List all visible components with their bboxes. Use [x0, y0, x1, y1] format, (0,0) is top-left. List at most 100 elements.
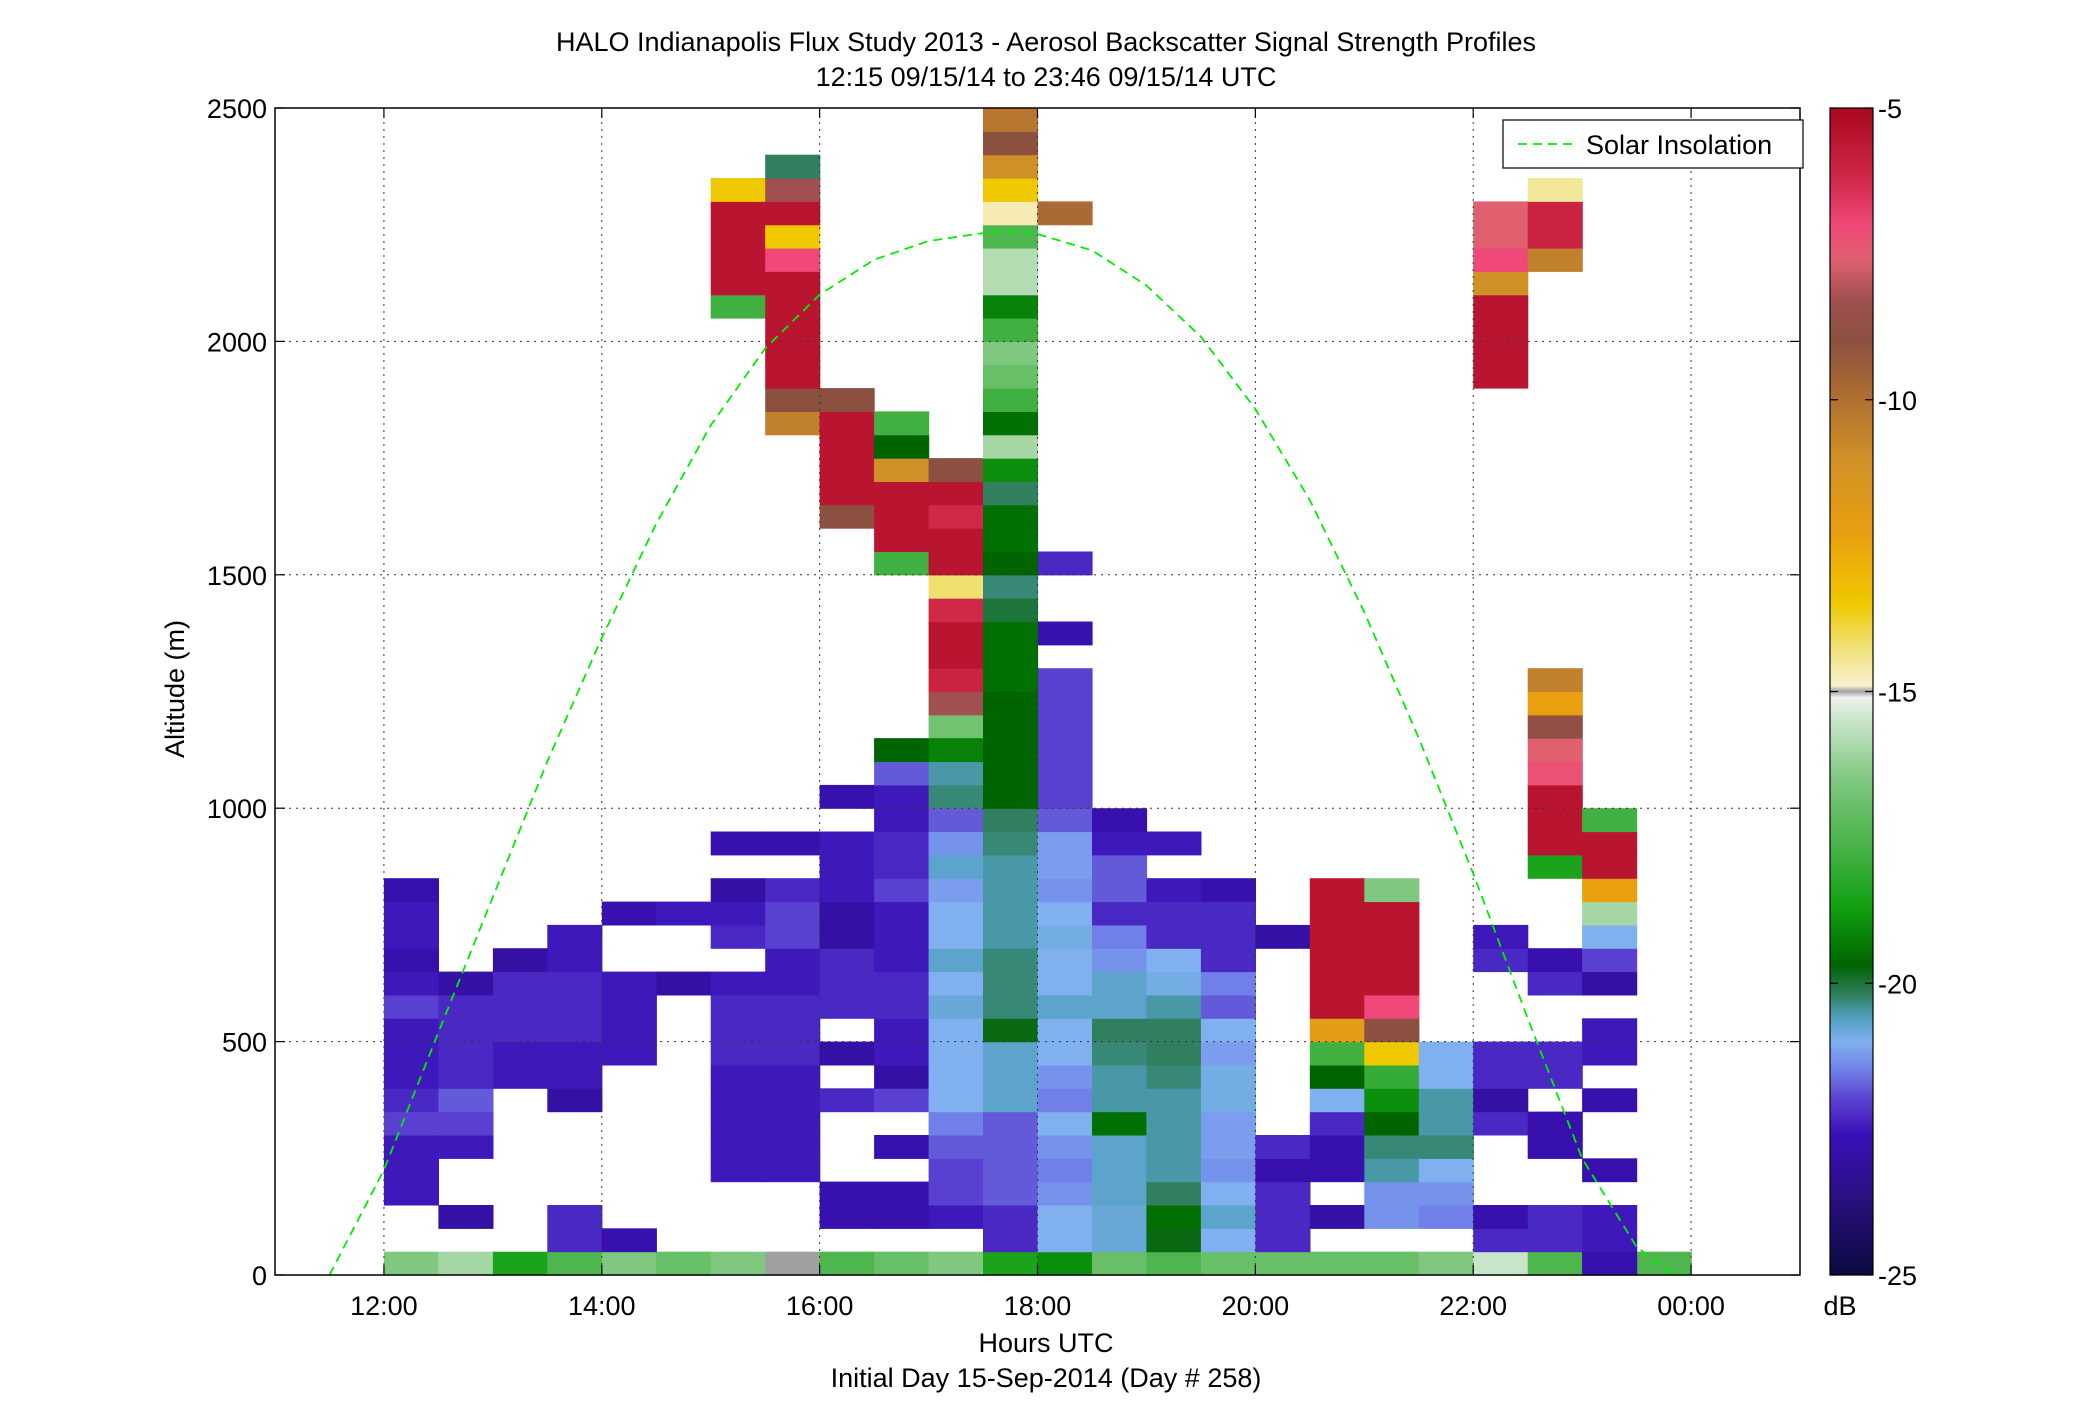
heatmap-cell [710, 1111, 766, 1136]
heatmap-cell [1255, 1205, 1311, 1229]
heatmap-cell [547, 1041, 603, 1066]
heatmap-cell [819, 481, 875, 506]
heatmap-cell [819, 784, 875, 809]
heatmap-cell [1364, 901, 1420, 926]
heatmap-cell [1418, 1251, 1474, 1276]
colorbar-ticks: -5 -10 -15 -20 -25 [1830, 94, 1917, 1291]
heatmap-cell [601, 1251, 657, 1276]
heatmap-cell [1037, 668, 1093, 693]
heatmap-cell [1582, 808, 1638, 833]
heatmap-cell [928, 714, 984, 739]
heatmap-cell [1092, 1181, 1148, 1206]
heatmap-cell [928, 551, 984, 576]
heatmap-cell [874, 434, 930, 459]
heatmap-cell [1092, 1251, 1148, 1276]
heatmap-cell [1092, 994, 1148, 1019]
heatmap-cell [1527, 831, 1583, 856]
heatmap-cell [1146, 994, 1202, 1019]
heatmap-cell [1418, 1135, 1474, 1159]
heatmap-cell [1309, 924, 1365, 949]
heatmap-cell [928, 831, 984, 856]
heatmap-cell [1092, 1135, 1148, 1159]
heatmap-cell [1473, 341, 1529, 366]
heatmap-cell [1527, 738, 1583, 763]
heatmap-cell [983, 1228, 1039, 1253]
heatmap-cell [983, 714, 1039, 739]
heatmap-cell [1473, 1064, 1529, 1089]
y-tick-label: 500 [222, 1028, 267, 1058]
heatmap-cell [1146, 1205, 1202, 1229]
heatmap-cell [1364, 971, 1420, 996]
heatmap-cell [1092, 878, 1148, 903]
heatmap-cell [1092, 1041, 1148, 1066]
heatmap-cell [1309, 1111, 1365, 1136]
heatmap-cell [1364, 1135, 1420, 1159]
heatmap-cell [1146, 1228, 1202, 1253]
heatmap-cell [601, 1228, 657, 1253]
heatmap-cell [601, 1018, 657, 1043]
heatmap-cell [710, 201, 766, 226]
heatmap-cell [1092, 1018, 1148, 1043]
heatmap-cell [383, 924, 439, 949]
heatmap-cell [1037, 621, 1093, 646]
heatmap-cell [819, 924, 875, 949]
heatmap-cell [983, 1158, 1039, 1183]
heatmap-cell [1037, 1251, 1093, 1276]
heatmap-cell [438, 1205, 494, 1229]
heatmap-cell [1527, 948, 1583, 973]
heatmap-cell [710, 1064, 766, 1089]
heatmap-cell [983, 318, 1039, 342]
heatmap-cell [1527, 854, 1583, 879]
heatmap-cell [1200, 1181, 1256, 1206]
heatmap-cell [1473, 318, 1529, 342]
heatmap-cell [383, 878, 439, 903]
heatmap-cell [874, 1064, 930, 1089]
heatmap-cell [1037, 1135, 1093, 1159]
heatmap-cell [765, 364, 821, 389]
heatmap-cell [928, 528, 984, 552]
heatmap-cell [983, 598, 1039, 622]
heatmap-cell [874, 551, 930, 576]
heatmap-cell [1582, 971, 1638, 996]
heatmap-cell [492, 1251, 548, 1276]
heatmap-cell [710, 1018, 766, 1043]
heatmap-cell [928, 621, 984, 646]
heatmap-cell [765, 1111, 821, 1136]
heatmap-cell [928, 901, 984, 926]
heatmap-cell [874, 784, 930, 809]
colorbar-tick-label: -5 [1878, 94, 1902, 124]
heatmap-cell [983, 458, 1039, 482]
heatmap-cell [1092, 901, 1148, 926]
heatmap-cell [983, 504, 1039, 529]
heatmap-cell [819, 901, 875, 926]
heatmap-cell [438, 1111, 494, 1136]
heatmap-cell [1092, 1111, 1148, 1136]
heatmap-cell [983, 901, 1039, 926]
heatmap-cell [874, 528, 930, 552]
heatmap-cell [1309, 1135, 1365, 1159]
heatmap-cell [928, 1064, 984, 1089]
heatmap-cell [983, 761, 1039, 786]
heatmap-cell [1037, 1041, 1093, 1066]
heatmap-cell [547, 1018, 603, 1043]
heatmap-cell [1037, 738, 1093, 763]
heatmap-cell [547, 1205, 603, 1229]
heatmap-cell [1255, 924, 1311, 949]
heatmap-cell [983, 1088, 1039, 1113]
heatmap-cell [765, 1135, 821, 1159]
heatmap-cell [1037, 691, 1093, 716]
heatmap-cell [1473, 1228, 1529, 1253]
heatmap-cell [1092, 1088, 1148, 1113]
heatmap-cell [765, 924, 821, 949]
heatmap-cell [874, 481, 930, 506]
heatmap-cell [983, 551, 1039, 576]
colorbar-tick-label: -15 [1878, 678, 1917, 708]
heatmap-cell [983, 644, 1039, 669]
heatmap-cell [928, 854, 984, 879]
y-tick-label: 1000 [207, 794, 267, 824]
heatmap-cell [1309, 994, 1365, 1019]
heatmap-cell [656, 971, 712, 996]
heatmap-cell [1037, 1181, 1093, 1206]
heatmap-cell [710, 971, 766, 996]
heatmap-cell [383, 1135, 439, 1159]
